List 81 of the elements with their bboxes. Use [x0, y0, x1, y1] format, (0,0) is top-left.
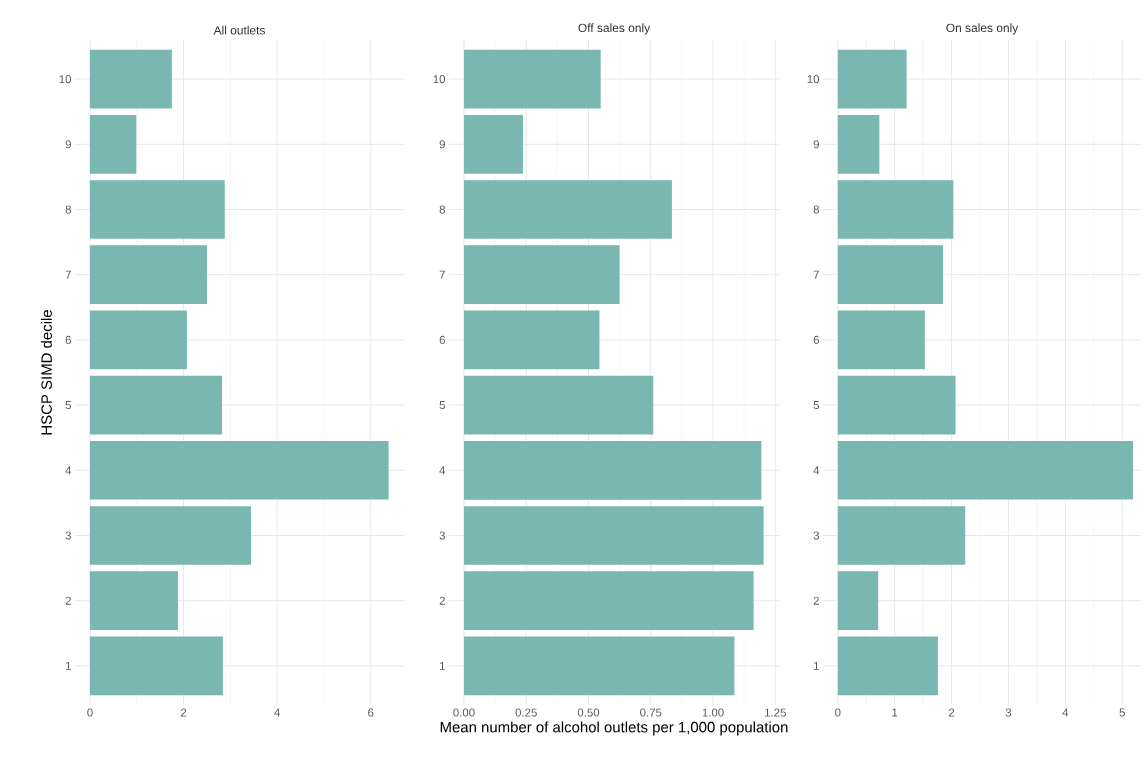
- x-tick-label: 1.00: [702, 708, 724, 717]
- y-tick-label: 7: [65, 270, 71, 279]
- bar: [89, 571, 178, 631]
- y-tick-label: 3: [65, 531, 71, 540]
- x-tick-label: 1.25: [765, 708, 786, 717]
- y-tick-label: 7: [439, 270, 445, 279]
- y-tick-label: 9: [813, 140, 819, 149]
- y-tick-label: 5: [439, 401, 446, 410]
- bar: [837, 440, 1134, 500]
- bar: [463, 49, 601, 109]
- x-tick-label: 1: [892, 708, 898, 717]
- bar: [89, 310, 187, 370]
- x-tick-label: 0.50: [577, 708, 600, 717]
- bar: [463, 636, 735, 696]
- x-tick-label: 0: [87, 708, 93, 717]
- y-tick-label: 4: [813, 466, 820, 475]
- y-tick-label: 8: [813, 205, 819, 214]
- y-tick-label: 5: [813, 401, 820, 410]
- bar: [463, 114, 523, 174]
- y-tick-label: 1: [439, 661, 445, 670]
- y-tick-label: 3: [439, 531, 445, 540]
- x-tick-label: 0.75: [640, 708, 662, 717]
- y-tick-label: 7: [813, 270, 819, 279]
- bar: [837, 114, 880, 174]
- bar: [463, 180, 672, 239]
- y-tick-label: 5: [65, 401, 72, 410]
- x-tick-label: 0: [835, 708, 841, 717]
- bar: [89, 180, 225, 239]
- x-tick-label: 4: [1062, 708, 1069, 717]
- bar: [463, 440, 762, 500]
- bar: [89, 114, 137, 174]
- bar: [89, 49, 172, 109]
- bar: [463, 310, 600, 370]
- y-tick-label: 10: [807, 75, 820, 84]
- bar: [837, 49, 907, 109]
- y-tick-label: 3: [813, 531, 819, 540]
- bar: [837, 245, 944, 305]
- x-tick-label: 2: [948, 708, 955, 717]
- bar: [837, 506, 966, 565]
- x-axis-title: Mean number of alcohol outlets per 1,000 population: [440, 721, 788, 736]
- y-tick-label: 4: [65, 466, 72, 475]
- bar: [463, 375, 654, 435]
- bar: [837, 310, 925, 370]
- chart-title: On sales only: [946, 23, 1019, 35]
- bar: [89, 636, 223, 696]
- bar: [89, 245, 207, 305]
- y-tick-label: 2: [813, 596, 819, 605]
- y-axis-title: HSCP SIMD decile: [40, 310, 52, 435]
- x-tick-label: 5: [1119, 708, 1125, 717]
- bar: [837, 571, 879, 631]
- bar: [837, 180, 954, 239]
- y-tick-label: 2: [439, 596, 445, 605]
- x-tick-label: 0.00: [453, 708, 475, 717]
- y-tick-label: 10: [59, 75, 72, 84]
- x-tick-label: 0.25: [515, 708, 537, 717]
- x-tick-label: 4: [274, 708, 281, 717]
- x-tick-label: 6: [368, 708, 374, 717]
- y-tick-label: 9: [65, 140, 71, 149]
- y-tick-label: 1: [65, 661, 71, 670]
- y-tick-label: 10: [433, 75, 446, 84]
- bar: [463, 571, 754, 631]
- bar: [89, 375, 222, 435]
- y-tick-label: 1: [814, 661, 819, 670]
- bar: [89, 506, 251, 565]
- y-tick-label: 6: [65, 335, 71, 344]
- y-tick-label: 8: [439, 205, 445, 214]
- y-tick-label: 6: [813, 335, 819, 344]
- y-tick-label: 8: [65, 205, 71, 214]
- chart-title: All outlets: [213, 25, 265, 35]
- y-tick-label: 6: [439, 335, 445, 344]
- x-tick-label: 3: [1005, 708, 1012, 717]
- bar: [89, 440, 389, 500]
- chart-title: Off sales only: [578, 23, 651, 35]
- bar: [463, 506, 764, 565]
- bar: [837, 375, 956, 435]
- x-tick-label: 2: [180, 708, 187, 717]
- bar: [463, 245, 620, 305]
- y-tick-label: 9: [439, 140, 445, 149]
- y-tick-label: 4: [439, 466, 446, 475]
- bar: [837, 636, 938, 696]
- y-tick-label: 2: [65, 596, 71, 605]
